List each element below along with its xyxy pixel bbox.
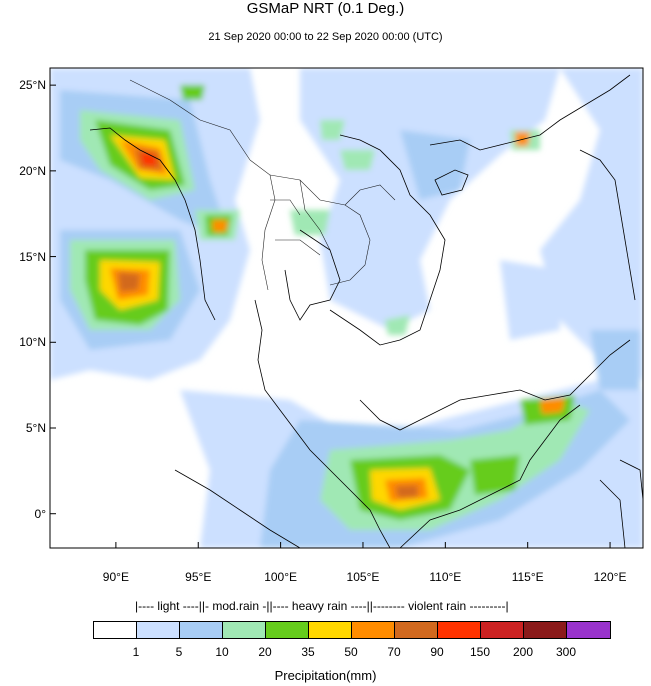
colorbar-label: 5: [175, 645, 183, 659]
colorbar-swatch: [438, 622, 481, 638]
colorbar-label: 150: [469, 645, 491, 659]
lon-tick-label: 95°E: [185, 570, 212, 584]
colorbar-swatch: [524, 622, 567, 638]
colorbar-label: 200: [512, 645, 534, 659]
colorbar-swatch: [137, 622, 180, 638]
lon-tick-label: 110°E: [429, 570, 462, 584]
colorbar-unit: Precipitation(mm): [274, 668, 377, 683]
map-frame: [49, 67, 644, 549]
map-title: GSMaP NRT (0.1 Deg.): [246, 0, 405, 17]
colorbar-label: 20: [258, 645, 272, 659]
colorbar-label: 10: [215, 645, 229, 659]
lat-tick-label: 10°N: [19, 335, 46, 350]
legend-category-line: |---- light ----||- mod.rain -||---- hea…: [135, 599, 509, 613]
colorbar-swatch: [352, 622, 395, 638]
colorbar-label: 1: [132, 645, 140, 659]
lat-tick-label: 25°N: [19, 78, 46, 93]
map-area: [50, 68, 643, 548]
country-borders: [129, 79, 396, 291]
colorbar-swatch: [481, 622, 524, 638]
colorbar-swatch: [266, 622, 309, 638]
colorbar-swatch: [567, 622, 610, 638]
lat-tick-label: 5°N: [25, 421, 46, 435]
lon-tick-label: 115°E: [511, 570, 544, 584]
colorbar-swatch: [180, 622, 223, 638]
lat-tick-label: 15°N: [19, 249, 46, 264]
lon-tick-label: 90°E: [102, 570, 129, 584]
colorbar-label: 300: [555, 645, 577, 659]
colorbar-swatch: [94, 622, 137, 638]
lat-tick-label: 20°N: [19, 163, 46, 178]
colorbar-label: 90: [430, 645, 444, 659]
precipitation-field: [50, 68, 643, 548]
colorbar-label: 70: [387, 645, 401, 659]
lon-tick-label: 120°E: [593, 570, 627, 584]
colorbar-swatch: [223, 622, 266, 638]
colorbar-swatch: [395, 622, 438, 638]
precipitation-colorbar: [93, 621, 611, 639]
colorbar-label: 35: [301, 645, 315, 659]
colorbar-swatch: [309, 622, 352, 638]
lon-tick-label: 100°E: [264, 570, 298, 584]
axis-ticks: [50, 84, 611, 548]
colorbar-label: 50: [344, 645, 358, 659]
lon-tick-label: 105°E: [346, 570, 380, 584]
coastlines: [89, 74, 643, 548]
date-range-subtitle: 21 Sep 2020 00:00 to 22 Sep 2020 00:00 (…: [208, 31, 443, 43]
lat-tick-label: 0°: [34, 506, 46, 521]
